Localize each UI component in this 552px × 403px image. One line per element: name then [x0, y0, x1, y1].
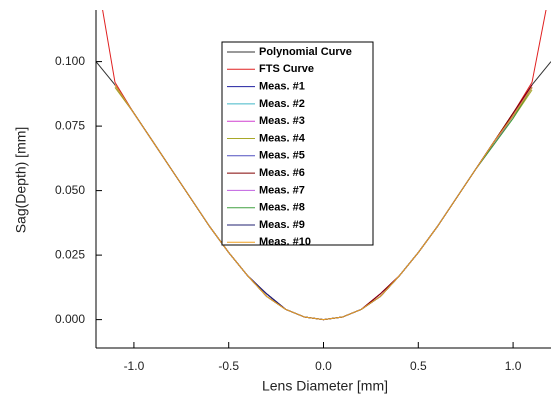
legend-label: Meas. #10 — [259, 236, 311, 248]
x-tick-label: 1.0 — [505, 359, 522, 373]
legend: Polynomial Curve FTS Curve Meas. #1 Meas. #… — [221, 41, 374, 248]
y-tick-label: 0.025 — [55, 247, 85, 261]
legend-label: Meas. #7 — [259, 184, 305, 196]
x-tick-label: -0.5 — [218, 359, 239, 373]
y-axis-title: Sag(Depth) [mm] — [13, 127, 29, 234]
legend-label: Meas. #3 — [259, 115, 305, 127]
legend-label: Meas. #4 — [259, 132, 306, 144]
legend-label: Meas. #1 — [259, 81, 305, 93]
legend-label: Polynomial Curve — [259, 46, 352, 58]
legend-label: Meas. #8 — [259, 202, 305, 214]
y-tick-label: 0.100 — [55, 54, 85, 68]
x-tick-label: -1.0 — [124, 359, 145, 373]
y-tick-label: 0.075 — [55, 118, 85, 132]
plot-area — [96, 10, 551, 321]
legend-box — [221, 41, 374, 246]
y-tick-label: 0.000 — [55, 312, 85, 326]
legend-label: Meas. #6 — [259, 167, 305, 179]
y-tick-label: 0.050 — [55, 183, 85, 197]
x-tick-label: 0.5 — [410, 359, 427, 373]
series-line — [114, 84, 533, 321]
legend-label: Meas. #5 — [259, 150, 305, 162]
legend-label: FTS Curve — [259, 63, 314, 75]
legend-label: Meas. #2 — [259, 98, 305, 110]
axes: -1.0 -0.5 0.0 0.5 1.0 0.000 0.025 0.050 0.075 0.1… — [55, 10, 551, 373]
x-tick-label: 0.0 — [315, 359, 332, 373]
legend-label: Meas. #9 — [259, 219, 305, 231]
x-axis-title: Lens Diameter [mm] — [262, 378, 388, 394]
